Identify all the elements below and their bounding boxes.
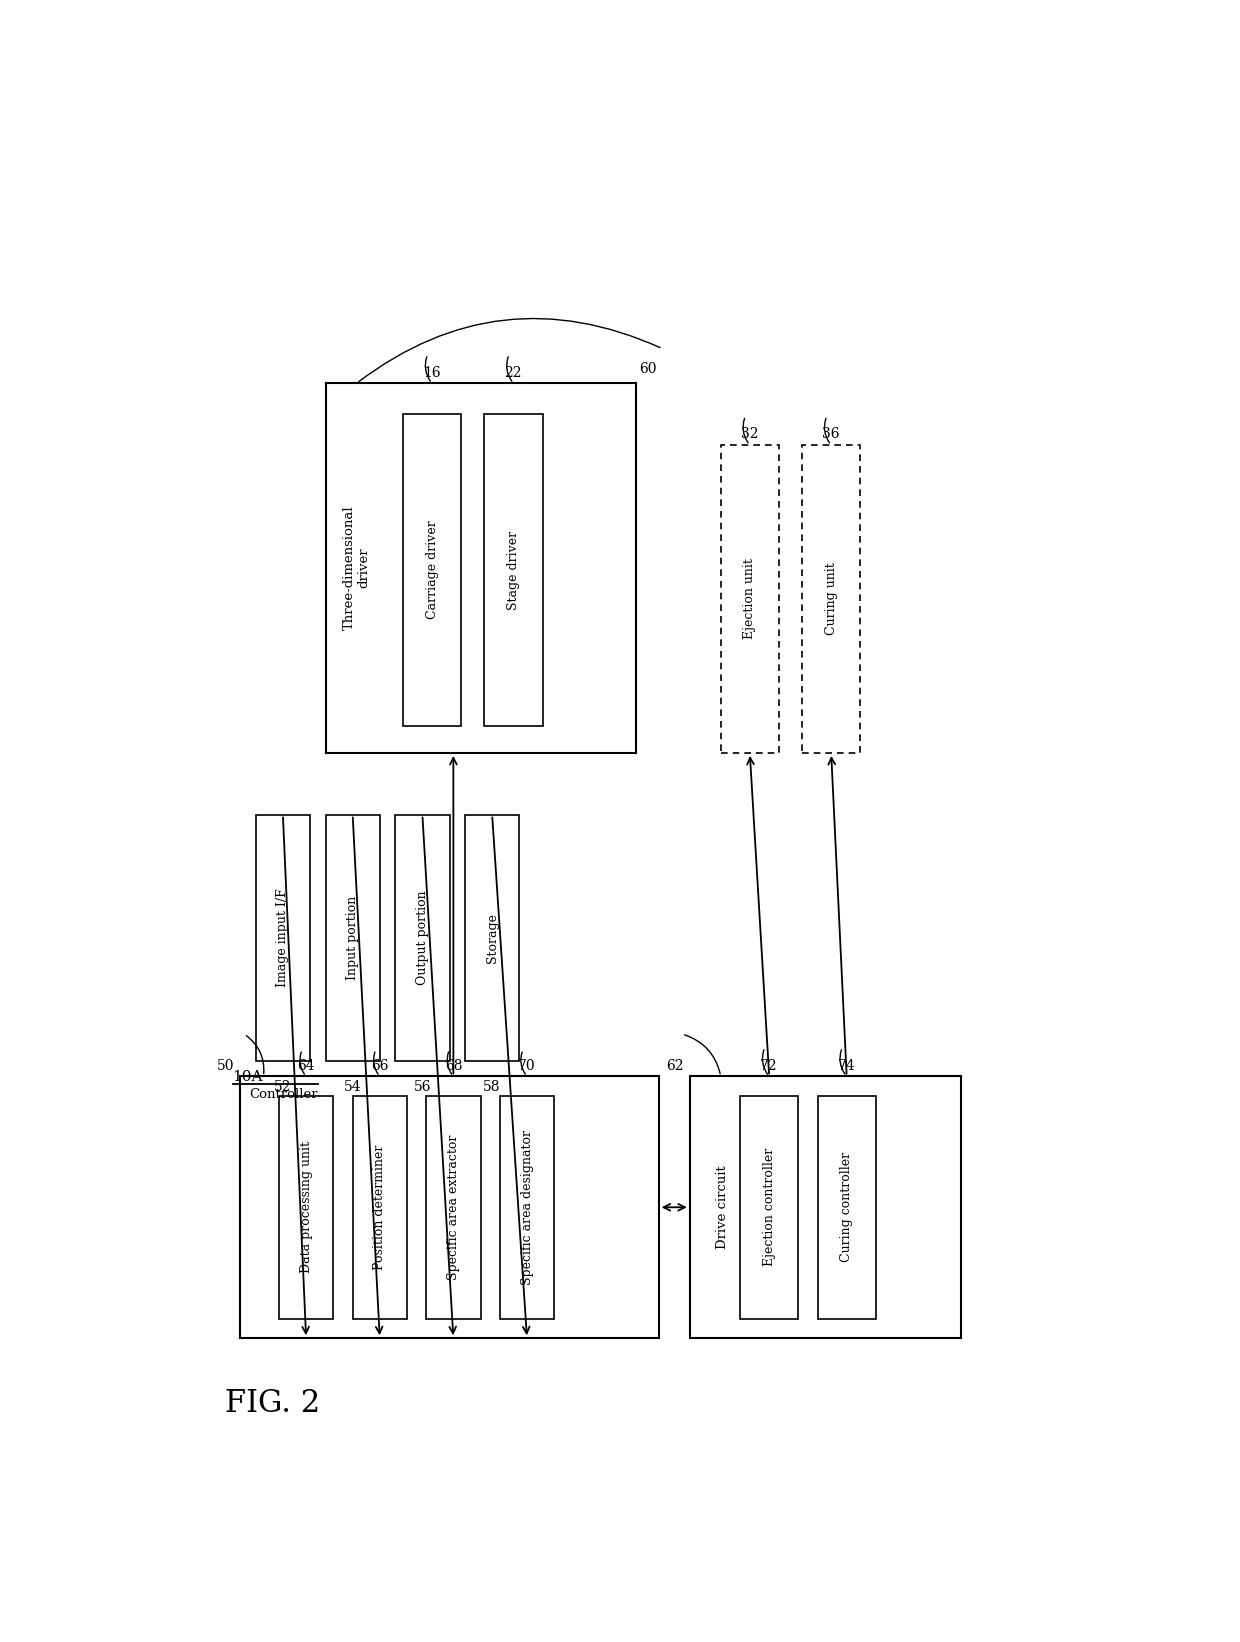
- Text: 32: 32: [740, 427, 758, 442]
- Text: Position determiner: Position determiner: [373, 1144, 386, 1269]
- Bar: [485, 414, 543, 726]
- Bar: [817, 1095, 875, 1319]
- Text: Specific area extractor: Specific area extractor: [446, 1135, 460, 1281]
- Text: 64: 64: [298, 1059, 315, 1072]
- Text: 16: 16: [423, 366, 440, 379]
- Bar: [689, 1077, 961, 1338]
- Text: 54: 54: [343, 1080, 361, 1094]
- Text: Ejection controller: Ejection controller: [763, 1148, 776, 1266]
- Bar: [396, 814, 449, 1061]
- Bar: [352, 1095, 407, 1319]
- Text: 62: 62: [666, 1059, 683, 1072]
- Bar: [325, 814, 379, 1061]
- Text: Storage: Storage: [486, 913, 498, 962]
- Bar: [241, 1077, 658, 1338]
- Text: Drive circuit: Drive circuit: [715, 1166, 729, 1250]
- Text: Output portion: Output portion: [415, 890, 429, 985]
- Text: 50: 50: [217, 1059, 234, 1072]
- Text: 68: 68: [445, 1059, 463, 1072]
- Text: Stage driver: Stage driver: [507, 530, 520, 609]
- Text: 10A: 10A: [233, 1071, 263, 1084]
- Bar: [403, 414, 461, 726]
- Bar: [802, 445, 861, 754]
- Text: Image input I/F: Image input I/F: [277, 888, 289, 987]
- Text: Curing controller: Curing controller: [841, 1153, 853, 1263]
- Text: Data processing unit: Data processing unit: [300, 1141, 312, 1273]
- Text: 22: 22: [505, 366, 522, 379]
- Bar: [500, 1095, 554, 1319]
- Text: 60: 60: [640, 361, 657, 376]
- Bar: [325, 383, 635, 754]
- Bar: [720, 445, 779, 754]
- Text: Input portion: Input portion: [346, 895, 360, 980]
- Text: 58: 58: [484, 1080, 501, 1094]
- Text: Carriage driver: Carriage driver: [425, 521, 439, 619]
- Bar: [427, 1095, 481, 1319]
- Text: 56: 56: [414, 1080, 432, 1094]
- Bar: [279, 1095, 334, 1319]
- Bar: [255, 814, 310, 1061]
- Bar: [740, 1095, 799, 1319]
- Text: 70: 70: [518, 1059, 536, 1072]
- Text: Specific area designator: Specific area designator: [521, 1130, 533, 1284]
- Text: 72: 72: [760, 1059, 777, 1072]
- Text: FIG. 2: FIG. 2: [224, 1387, 320, 1419]
- Text: Three-dimensional
driver: Three-dimensional driver: [342, 506, 371, 631]
- Text: 74: 74: [837, 1059, 856, 1072]
- Text: 36: 36: [822, 427, 839, 442]
- Text: 66: 66: [371, 1059, 388, 1072]
- Text: Ejection unit: Ejection unit: [743, 558, 756, 639]
- Text: Curing unit: Curing unit: [825, 563, 838, 635]
- Bar: [465, 814, 520, 1061]
- Text: 52: 52: [274, 1080, 291, 1094]
- Text: Controller: Controller: [249, 1089, 319, 1100]
